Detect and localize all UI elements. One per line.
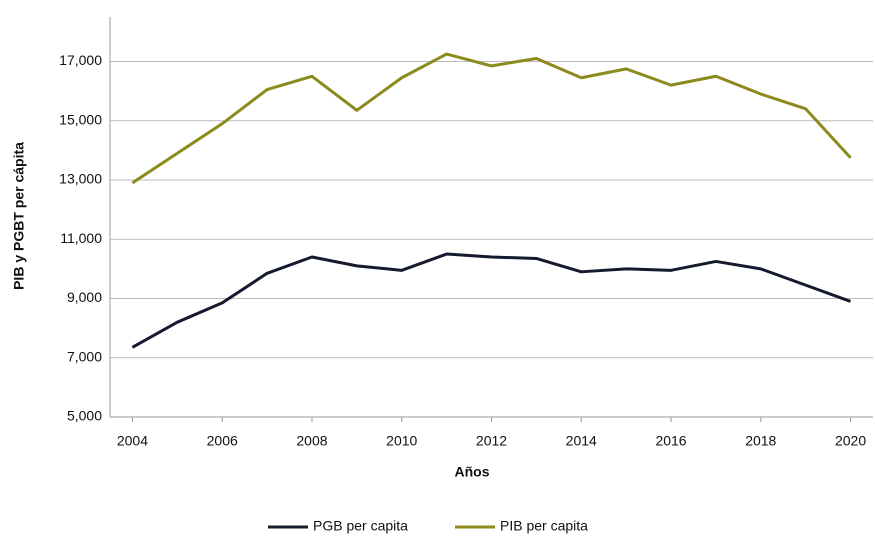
y-tick-label: 5,000: [67, 408, 102, 424]
line: [131, 52, 852, 185]
x-tick-label: 2014: [566, 433, 597, 449]
legend-label: PGB per capita: [313, 518, 408, 534]
x-tick-label: 2006: [207, 433, 238, 449]
line: [131, 252, 852, 349]
x-tick-label: 2016: [655, 433, 686, 449]
y-tick-label: 17,000: [59, 52, 102, 68]
y-axis-label: PIB y PGBT per cápita: [11, 142, 27, 290]
legend-label: PIB per capita: [500, 518, 588, 534]
y-tick-label: 9,000: [67, 289, 102, 305]
y-tick-label: 13,000: [59, 171, 102, 187]
y-tick-label: 15,000: [59, 111, 102, 127]
y-tick-label: 7,000: [67, 348, 102, 364]
x-tick-label: 2012: [476, 433, 507, 449]
x-tick-label: 2018: [745, 433, 776, 449]
x-tick-label: 2004: [117, 433, 148, 449]
x-tick-label: 2008: [296, 433, 327, 449]
x-axis-label: Años: [455, 464, 490, 480]
x-tick-label: 2010: [386, 433, 417, 449]
x-tick-label: 2020: [835, 433, 866, 449]
y-tick-label: 11,000: [60, 230, 102, 246]
